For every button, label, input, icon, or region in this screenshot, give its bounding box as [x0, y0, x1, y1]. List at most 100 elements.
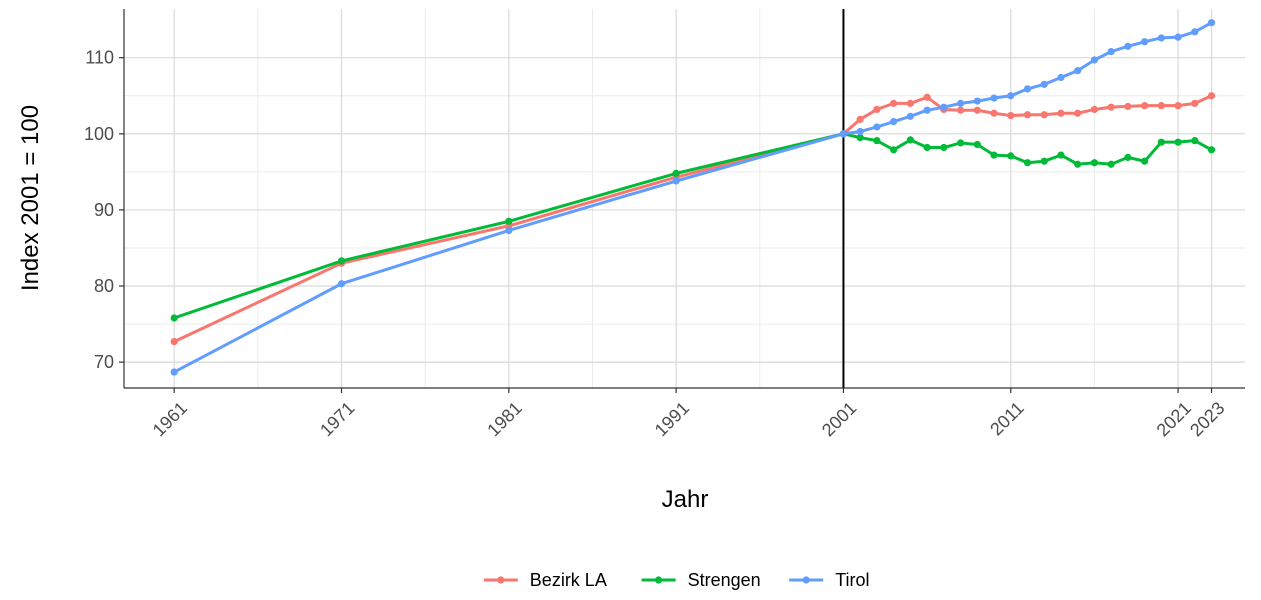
data-point-strengen	[1023, 159, 1032, 167]
data-point-bezirk-la	[1023, 111, 1032, 119]
data-point-tirol	[923, 106, 931, 114]
data-point-strengen	[956, 139, 965, 147]
data-point-strengen	[1124, 153, 1132, 162]
data-point-tirol	[1207, 19, 1216, 27]
data-point-strengen	[906, 136, 914, 144]
data-point-tirol	[1057, 73, 1065, 82]
y-tick-labels: 70 80 90 100 110	[84, 48, 114, 372]
data-point-bezirk-la	[873, 105, 881, 114]
data-point-tirol	[505, 226, 513, 235]
data-point-bezirk-la	[1124, 102, 1132, 111]
data-point-tirol	[839, 130, 848, 138]
legend-item-strengen: Strengen	[641, 570, 761, 590]
data-point-tirol	[170, 368, 178, 376]
data-point-bezirk-la	[1007, 111, 1015, 120]
y-tick-label: 110	[85, 48, 114, 68]
data-point-tirol	[337, 280, 346, 288]
data-point-bezirk-la	[1107, 103, 1115, 111]
x-tick-label: 2023	[1186, 398, 1228, 440]
axes-layer	[119, 9, 1245, 393]
data-point-strengen	[1207, 146, 1216, 154]
data-point-bezirk-la	[956, 106, 965, 114]
data-point-strengen	[973, 140, 981, 149]
x-tick-label: 2001	[818, 398, 860, 440]
data-point-tirol	[990, 94, 998, 102]
x-tick-label: 2011	[986, 398, 1028, 440]
legend: Bezirk LA Strengen Tirol	[483, 570, 870, 590]
data-point-strengen	[1090, 159, 1099, 167]
x-axis-title: Jahr	[662, 486, 709, 513]
data-point-bezirk-la	[1040, 111, 1048, 119]
data-point-bezirk-la	[856, 115, 864, 123]
data-point-bezirk-la	[973, 106, 981, 114]
data-point-strengen	[672, 169, 680, 177]
data-point-strengen	[505, 217, 513, 225]
data-point-bezirk-la	[923, 93, 931, 101]
data-point-strengen	[1040, 157, 1048, 165]
data-point-strengen	[1157, 138, 1165, 146]
data-point-strengen	[1141, 157, 1149, 165]
data-point-bezirk-la	[1090, 105, 1099, 114]
data-point-strengen	[170, 314, 178, 322]
series-bezirk-la	[170, 92, 1216, 346]
y-axis-title: Index 2001 = 100	[17, 105, 44, 291]
data-point-tirol	[1023, 85, 1032, 93]
x-tick-label: 2021	[1153, 398, 1195, 440]
legend-label: Strengen	[688, 570, 761, 590]
data-point-strengen	[890, 146, 898, 154]
data-point-strengen	[873, 137, 881, 145]
data-point-strengen	[1074, 160, 1082, 168]
series-line-bezirk-la	[172, 94, 1214, 344]
series-tirol	[170, 19, 1216, 376]
data-point-tirol	[1141, 38, 1149, 46]
data-point-bezirk-la	[1141, 102, 1149, 110]
data-point-bezirk-la	[890, 99, 898, 107]
data-point-strengen	[856, 134, 864, 142]
data-point-tirol	[1174, 33, 1182, 41]
data-point-bezirk-la	[1057, 109, 1065, 117]
data-point-bezirk-la	[1157, 102, 1165, 110]
data-point-tirol	[956, 99, 965, 107]
x-tick-label: 1991	[651, 398, 693, 440]
data-point-tirol	[873, 123, 881, 131]
legend-label: Bezirk LA	[530, 570, 607, 590]
data-point-tirol	[856, 127, 864, 136]
data-point-tirol	[973, 97, 981, 105]
data-point-tirol	[672, 177, 680, 185]
data-point-bezirk-la	[1191, 99, 1199, 107]
x-tick-label: 1961	[149, 398, 191, 440]
data-point-strengen	[337, 257, 346, 265]
x-tick-label: 1981	[483, 398, 525, 440]
y-tick-label: 100	[84, 124, 114, 144]
y-tick-label: 90	[94, 200, 114, 220]
data-point-strengen	[1191, 137, 1199, 145]
data-point-bezirk-la	[1074, 109, 1082, 117]
data-point-tirol	[1191, 28, 1199, 36]
data-point-strengen	[940, 143, 948, 152]
data-point-bezirk-la	[1174, 102, 1182, 110]
data-point-tirol	[1040, 80, 1048, 88]
data-point-tirol	[890, 118, 898, 126]
legend-item-tirol: Tirol	[789, 570, 870, 590]
data-point-bezirk-la	[906, 99, 914, 107]
x-tick-label: 1971	[316, 398, 358, 440]
data-point-tirol	[1107, 48, 1115, 56]
grid-lines	[124, 9, 1245, 388]
data-point-tirol	[1090, 56, 1099, 64]
data-point-bezirk-la	[990, 109, 998, 117]
data-point-bezirk-la	[170, 337, 178, 346]
data-point-strengen	[923, 143, 931, 152]
data-point-tirol	[1157, 34, 1165, 42]
data-point-strengen	[1007, 152, 1015, 160]
y-tick-label: 80	[94, 276, 114, 296]
series-layer	[170, 19, 1216, 376]
data-point-strengen	[1057, 151, 1065, 159]
legend-key-point	[802, 576, 810, 584]
legend-label: Tirol	[835, 570, 869, 590]
legend-key-point	[655, 576, 663, 584]
legend-key-point	[497, 576, 505, 584]
legend-item-bezirk-la: Bezirk LA	[483, 570, 607, 590]
